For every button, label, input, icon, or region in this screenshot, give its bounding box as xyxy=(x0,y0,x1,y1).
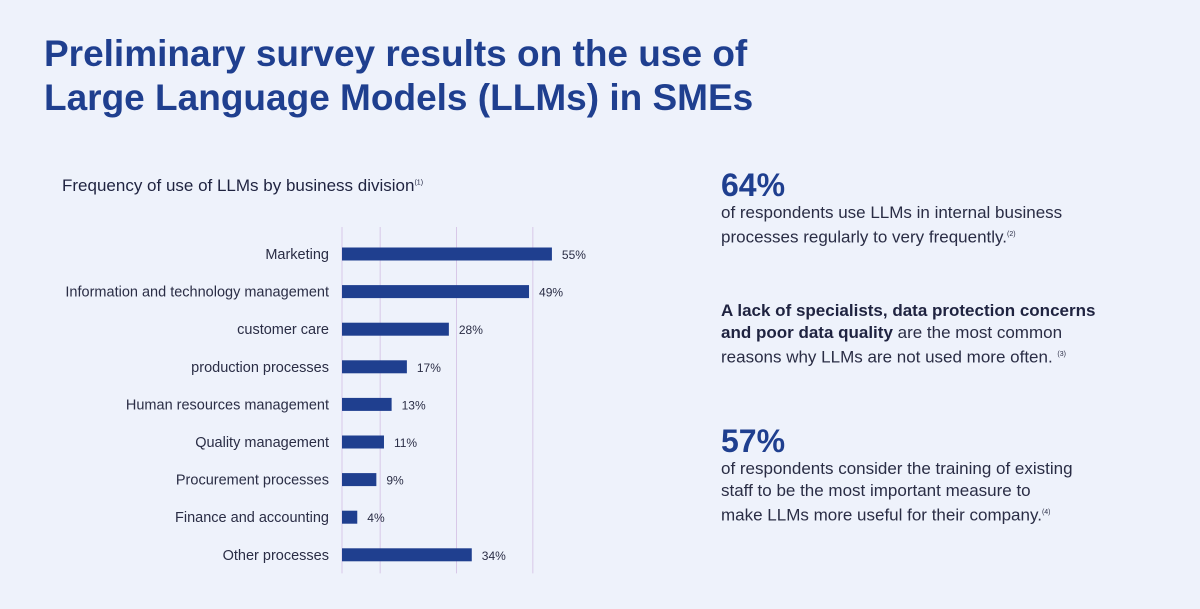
stat-1-line-1: of respondents use LLMs in internal busi… xyxy=(721,203,1063,222)
stat-2-rest: are the most common xyxy=(892,323,1063,342)
stat-1-line-2: processes regularly to very frequently. xyxy=(721,227,1007,247)
title-line-2: Large Language Models (LLMs) in SMEs xyxy=(44,77,754,118)
bar xyxy=(342,435,384,449)
bar xyxy=(342,397,392,411)
bar xyxy=(342,548,472,562)
chart-title: Frequency of use of LLMs by business div… xyxy=(62,176,423,196)
value-label: 17% xyxy=(417,361,441,375)
bar-chart: Marketing 55% Information and technology m… xyxy=(65,227,586,574)
value-label: 11% xyxy=(394,436,417,450)
category-label: Marketing xyxy=(265,247,329,263)
chart-title-footnote: (1) xyxy=(414,179,424,187)
category-label: customer care xyxy=(237,322,329,338)
bar xyxy=(342,322,449,336)
stat-block-2: A lack of specialists, data protection c… xyxy=(721,300,1161,369)
stat-3-footnote: (4) xyxy=(1041,509,1051,516)
chart-title-text: Frequency of use of LLMs by business div… xyxy=(62,176,415,195)
bar xyxy=(342,473,377,487)
stat-3-line-2: staff to be the most important measure t… xyxy=(721,481,1031,500)
bar xyxy=(342,360,407,374)
stat-2-bold-1: A lack of specialists, data protection c… xyxy=(721,301,1096,320)
value-label: 49% xyxy=(539,286,563,300)
value-label: 28% xyxy=(459,323,483,337)
stat-value-64: 64% xyxy=(721,167,786,203)
value-label: 4% xyxy=(367,511,385,525)
stat-2-footnote: (3) xyxy=(1057,351,1066,358)
stat-2-line-3: reasons why LLMs are not used more often… xyxy=(721,347,1053,367)
category-label: Information and technology management xyxy=(65,285,329,301)
bar xyxy=(342,510,358,524)
stat-block-3: 57% of respondents consider the training… xyxy=(721,424,1161,527)
stat-2-bold-2: and poor data quality xyxy=(721,323,893,342)
stat-text-1: of respondents use LLMs in internal busi… xyxy=(721,202,1161,249)
stat-text-2: A lack of specialists, data protection c… xyxy=(721,300,1161,369)
value-label: 13% xyxy=(402,398,426,412)
stat-3-line-3: make LLMs more useful for their company. xyxy=(721,505,1042,525)
bar xyxy=(342,247,552,261)
category-label: Procurement processes xyxy=(176,473,329,489)
category-label: production processes xyxy=(191,360,329,376)
stat-block-1: 64% of respondents use LLMs in internal … xyxy=(721,168,1161,249)
bar xyxy=(342,285,530,299)
stat-text-3: of respondents consider the training of … xyxy=(721,458,1161,527)
page-title: Preliminary survey results on the use of… xyxy=(44,32,864,120)
value-label: 34% xyxy=(482,549,506,563)
title-line-1: Preliminary survey results on the use of xyxy=(44,33,748,74)
category-label: Quality management xyxy=(195,435,329,451)
value-label: 9% xyxy=(386,474,404,488)
category-label: Human resources management xyxy=(126,397,329,413)
category-label: Finance and accounting xyxy=(175,510,329,526)
stat-value-57: 57% xyxy=(721,423,786,459)
category-label: Other processes xyxy=(223,548,329,564)
value-label: 55% xyxy=(562,248,586,262)
stat-1-footnote: (2) xyxy=(1006,231,1016,238)
stat-3-line-1: of respondents consider the training of … xyxy=(721,459,1073,478)
